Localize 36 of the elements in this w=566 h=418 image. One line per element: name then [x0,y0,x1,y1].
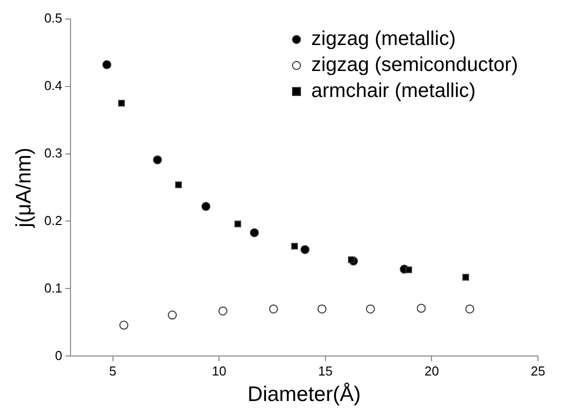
y-tick-label: 0 [55,348,62,363]
y-axis-title: j(μA/nm) [12,148,36,228]
x-tick-label: 10 [212,364,226,379]
legend-label: zigzag (semiconductor) [311,53,518,78]
legend-label: zigzag (metallic) [311,27,456,52]
x-axis-title: Diameter(Å) [248,382,361,406]
x-tick-label: 15 [318,364,333,379]
x-tick-label: 5 [109,364,116,379]
y-tick-label: 0.1 [44,280,62,296]
y-tick-label: 0.3 [44,145,62,160]
point [201,202,210,211]
y-tick-label: 0.2 [44,212,62,228]
point [175,181,182,188]
point [416,304,426,313]
point [291,242,298,250]
point [465,304,474,314]
point [168,310,177,320]
point [317,304,326,314]
point [348,256,355,264]
point [102,60,112,70]
legend-label: armchair (metallic) [311,79,476,104]
point [234,220,242,228]
point [218,306,228,316]
point [405,266,412,274]
point [250,228,259,238]
point [366,304,375,314]
point [269,304,278,314]
x-tick-label: 25 [530,364,546,379]
point [152,155,162,164]
y-tick-label: 0.5 [44,10,62,26]
y-tick-label: 0.4 [44,78,62,93]
point [462,274,470,281]
point [300,245,310,254]
point [119,320,128,330]
x-tick-label: 20 [424,364,439,379]
point [118,100,125,106]
